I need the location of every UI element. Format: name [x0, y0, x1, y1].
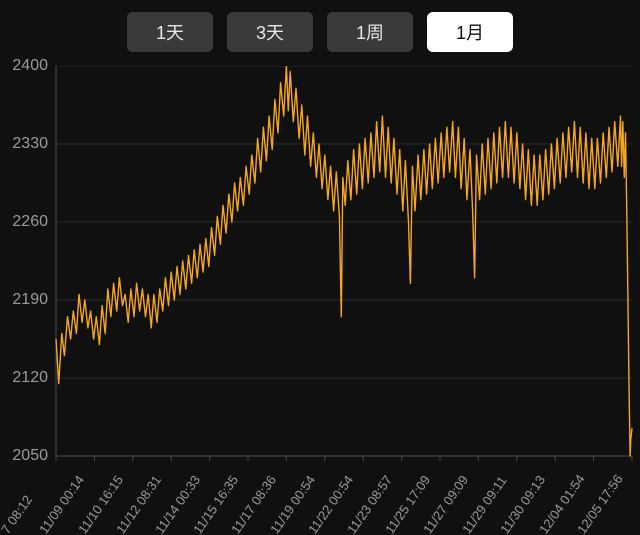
- tab-3-day[interactable]: 3天: [227, 12, 313, 52]
- price-chart: 205021202190226023302400 7 08:1211/09 00…: [0, 66, 640, 535]
- y-axis-label: 2400: [2, 57, 48, 75]
- y-axis-label: 2260: [2, 213, 48, 231]
- y-axis-label: 2120: [2, 369, 48, 387]
- y-axis-label: 2050: [2, 447, 48, 465]
- tab-label: 3天: [256, 19, 284, 45]
- tab-label: 1月: [456, 19, 484, 45]
- chart-svg: [0, 66, 640, 535]
- tab-label: 1天: [156, 19, 184, 45]
- root: 1天 3天 1周 1月 205021202190226023302400 7 0…: [0, 0, 640, 535]
- time-range-tabs: 1天 3天 1周 1月: [0, 12, 640, 52]
- tab-label: 1周: [356, 19, 384, 45]
- tab-1-week[interactable]: 1周: [327, 12, 413, 52]
- tab-1-month[interactable]: 1月: [427, 12, 513, 52]
- tab-1-day[interactable]: 1天: [127, 12, 213, 52]
- y-axis-label: 2190: [2, 291, 48, 309]
- y-axis-label: 2330: [2, 135, 48, 153]
